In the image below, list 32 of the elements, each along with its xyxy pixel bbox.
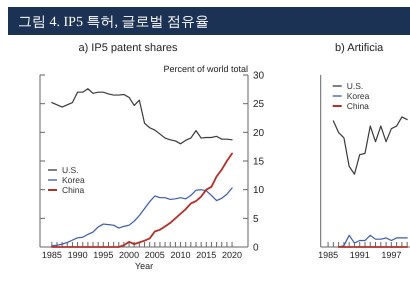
y-tick-label: 5: [253, 214, 259, 225]
x-axis-title: Year: [134, 261, 154, 271]
legend-label: U.S.: [346, 81, 364, 91]
x-tick-label: 1990: [68, 250, 88, 260]
line-series: [51, 187, 233, 246]
y-tick-label: 15: [253, 156, 265, 168]
x-tick-label: 1995: [93, 250, 114, 260]
y-tick-label: 30: [253, 70, 265, 82]
y-tick-label: 25: [253, 99, 265, 110]
x-tick-label: 2020: [222, 250, 242, 260]
y-tick-label: 20: [253, 128, 265, 139]
legend-label: China: [346, 101, 370, 111]
x-tick-label: 1991: [350, 250, 370, 260]
x-tick-label: 2010: [170, 250, 191, 260]
line-series: [50, 152, 233, 248]
chart-subtitle: a) IP5 patent shares: [78, 42, 178, 54]
chart-title: 그림 4. IP5 특허, 글로벌 점유율: [18, 15, 209, 30]
x-tick-label: 2000: [119, 250, 140, 260]
y-tick-label: 0: [253, 242, 259, 254]
legend-label: U.S.: [62, 165, 79, 175]
legend-label: Korea: [62, 175, 85, 185]
chart-title: b) Artificia: [335, 42, 384, 54]
x-tick-label: 1985: [318, 250, 338, 260]
y-tick-label: 10: [253, 185, 265, 196]
legend-label: China: [62, 185, 84, 195]
y-axis-title: Percent of world total: [163, 64, 248, 74]
x-tick-label: 2005: [144, 250, 165, 260]
x-tick-label: 1997: [381, 250, 402, 260]
legend-label: Korea: [346, 91, 370, 101]
line-series: [51, 88, 233, 144]
x-tick-label: 2015: [196, 250, 216, 260]
x-tick-label: 1985: [42, 250, 62, 260]
